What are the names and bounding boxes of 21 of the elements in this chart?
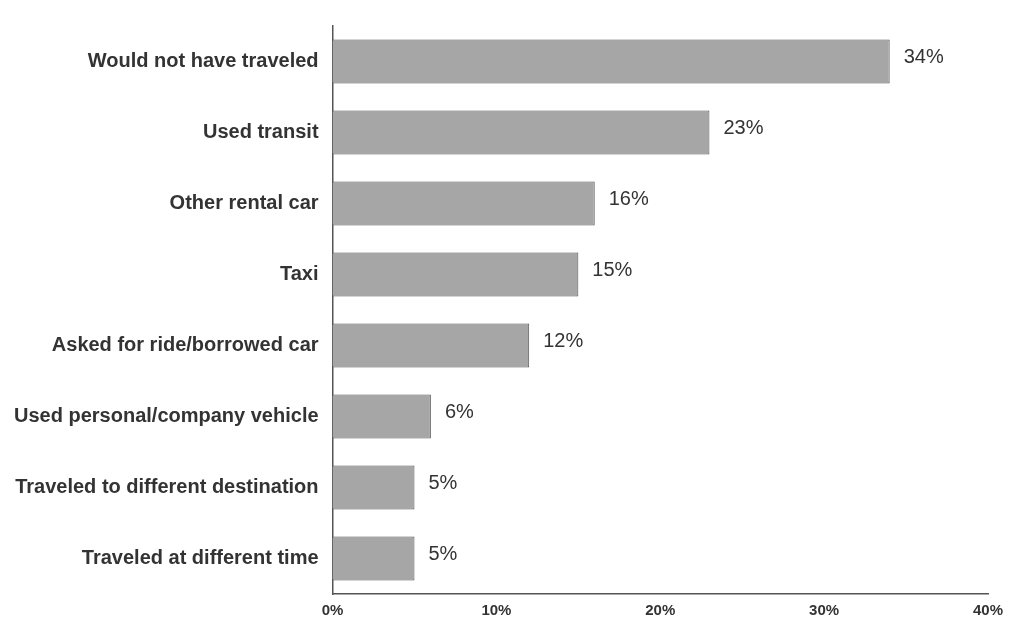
x-tick-label: 10% [481, 601, 512, 619]
y-tick-label: Other rental car [169, 191, 319, 214]
data-label: 12% [543, 329, 584, 352]
y-tick-label: Used personal/company vehicle [14, 404, 319, 427]
y-tick-label: Traveled to different destination [15, 475, 319, 498]
x-tick-label: 40% [972, 601, 1004, 619]
y-tick-label: Would not have traveled [87, 49, 319, 72]
y-tick-label: Used transit [202, 120, 319, 143]
y-tick-label: Asked for ride/borrowed car [51, 333, 319, 356]
data-label: 5% [428, 542, 458, 565]
y-tick-label: Traveled at different time [81, 546, 319, 569]
data-label: 6% [444, 400, 474, 423]
data-label: 15% [592, 258, 633, 281]
x-tick-label: 30% [809, 601, 840, 619]
x-tick-label: 20% [645, 601, 676, 619]
data-label: 16% [608, 187, 649, 210]
y-tick-label: Taxi [280, 262, 319, 285]
data-label: 5% [428, 471, 458, 494]
data-label: 23% [723, 116, 764, 139]
x-tick-label: 0% [321, 601, 344, 619]
data-label: 34% [903, 45, 944, 68]
